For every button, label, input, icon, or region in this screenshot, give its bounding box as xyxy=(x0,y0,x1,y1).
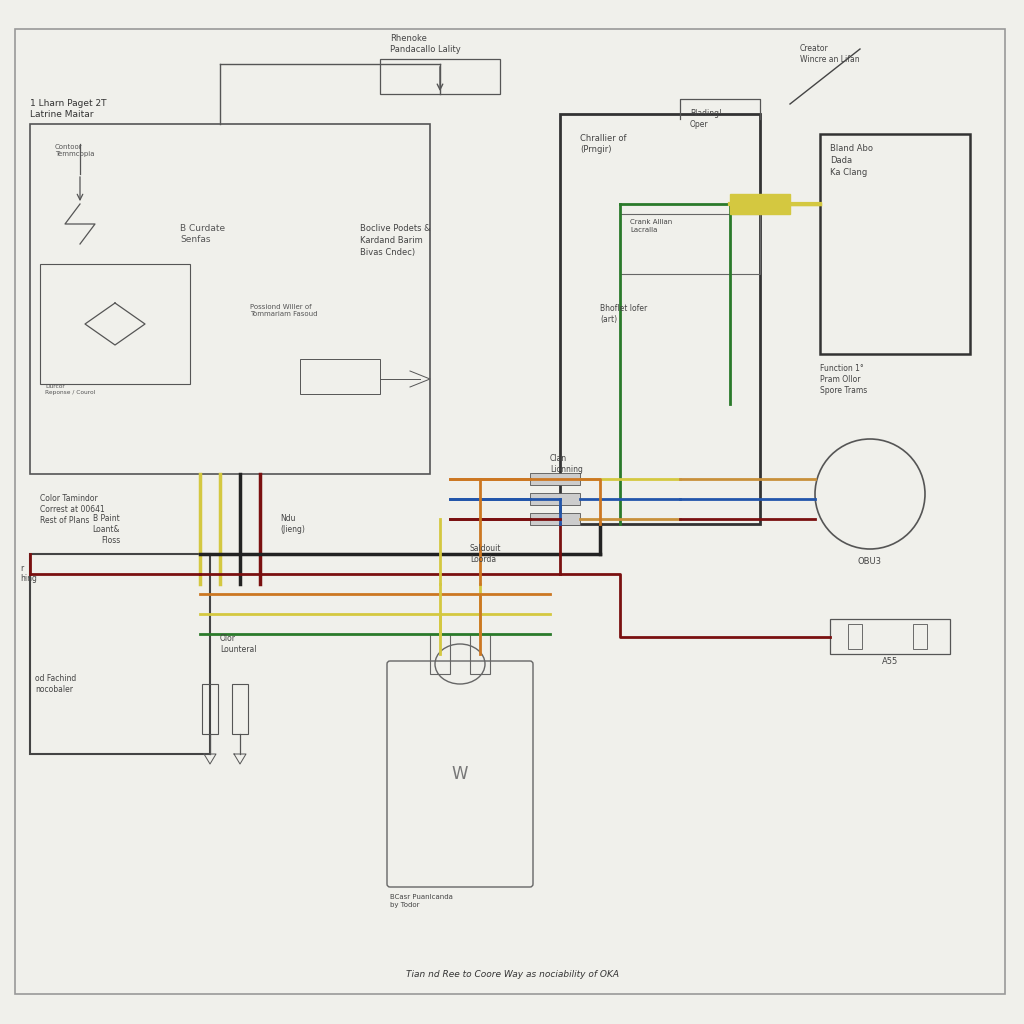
Bar xyxy=(40,264,190,384)
Bar xyxy=(470,634,490,674)
Bar xyxy=(620,214,760,274)
Bar xyxy=(913,624,927,649)
Text: Creator
Wincre an Lifan: Creator Wincre an Lifan xyxy=(800,44,859,65)
Text: Clan
Lionning: Clan Lionning xyxy=(550,454,583,474)
Text: OBU3: OBU3 xyxy=(858,557,882,566)
Text: 1 Lharn Paget 2T
Latrine Maitar: 1 Lharn Paget 2T Latrine Maitar xyxy=(30,99,106,119)
Text: B Curdate
Senfas: B Curdate Senfas xyxy=(180,224,225,244)
Text: Bland Abo
Dada
Ka Clang: Bland Abo Dada Ka Clang xyxy=(830,144,873,176)
Text: W: W xyxy=(452,765,468,783)
Bar xyxy=(830,618,950,654)
Bar xyxy=(530,493,580,505)
Text: Function 1°
Pram Ollor
Spore Trams: Function 1° Pram Ollor Spore Trams xyxy=(820,364,867,395)
Text: r
hing: r hing xyxy=(20,564,37,584)
Text: Tian nd Ree to Coore Way as nociability of OKA: Tian nd Ree to Coore Way as nociability … xyxy=(406,970,618,979)
Text: BCasr Puanlcanda
by Todor: BCasr Puanlcanda by Todor xyxy=(390,894,453,907)
Bar xyxy=(300,359,380,394)
Text: Possiond Willer of
Tommariam Fasoud: Possiond Willer of Tommariam Fasoud xyxy=(250,304,317,317)
Text: A55: A55 xyxy=(882,657,898,666)
Text: Blading!
Oper: Blading! Oper xyxy=(690,109,722,129)
Text: Saldouit
Loorda: Saldouit Loorda xyxy=(470,544,502,564)
Bar xyxy=(730,194,790,214)
Text: Bhoflet lofer
(art): Bhoflet lofer (art) xyxy=(600,304,647,325)
Bar xyxy=(430,634,450,674)
Text: Crank Allian
Lacralla: Crank Allian Lacralla xyxy=(630,219,672,232)
Text: Contoor
Temmcopia: Contoor Temmcopia xyxy=(55,144,94,157)
Text: Rhenoke
Pandacallo Lality: Rhenoke Pandacallo Lality xyxy=(390,34,461,54)
Text: Color Tamindor
Correst at 00641
Rest of Plans: Color Tamindor Correst at 00641 Rest of … xyxy=(40,494,104,525)
Bar xyxy=(232,684,248,734)
Text: Durcor
Reponse / Courol: Durcor Reponse / Courol xyxy=(45,384,95,395)
Bar xyxy=(530,513,580,525)
Bar xyxy=(530,473,580,485)
Bar xyxy=(848,624,862,649)
Text: Ndu
(Jieng): Ndu (Jieng) xyxy=(280,514,305,535)
Text: B Paint
Loant&
Floss: B Paint Loant& Floss xyxy=(92,514,120,545)
Bar xyxy=(30,124,430,474)
Bar xyxy=(560,114,760,524)
Bar xyxy=(30,554,210,754)
Bar xyxy=(380,59,500,94)
Text: Olor
Lounteral: Olor Lounteral xyxy=(220,634,256,654)
Bar xyxy=(820,134,970,354)
Text: od Fachind
nocobaler: od Fachind nocobaler xyxy=(35,674,76,694)
Bar xyxy=(202,684,218,734)
Text: Chrallier of
(Prngir): Chrallier of (Prngir) xyxy=(580,134,627,154)
Text: Boclive Podets &
Kardand Barim
Bivas Cndec): Boclive Podets & Kardand Barim Bivas Cnd… xyxy=(360,224,431,257)
